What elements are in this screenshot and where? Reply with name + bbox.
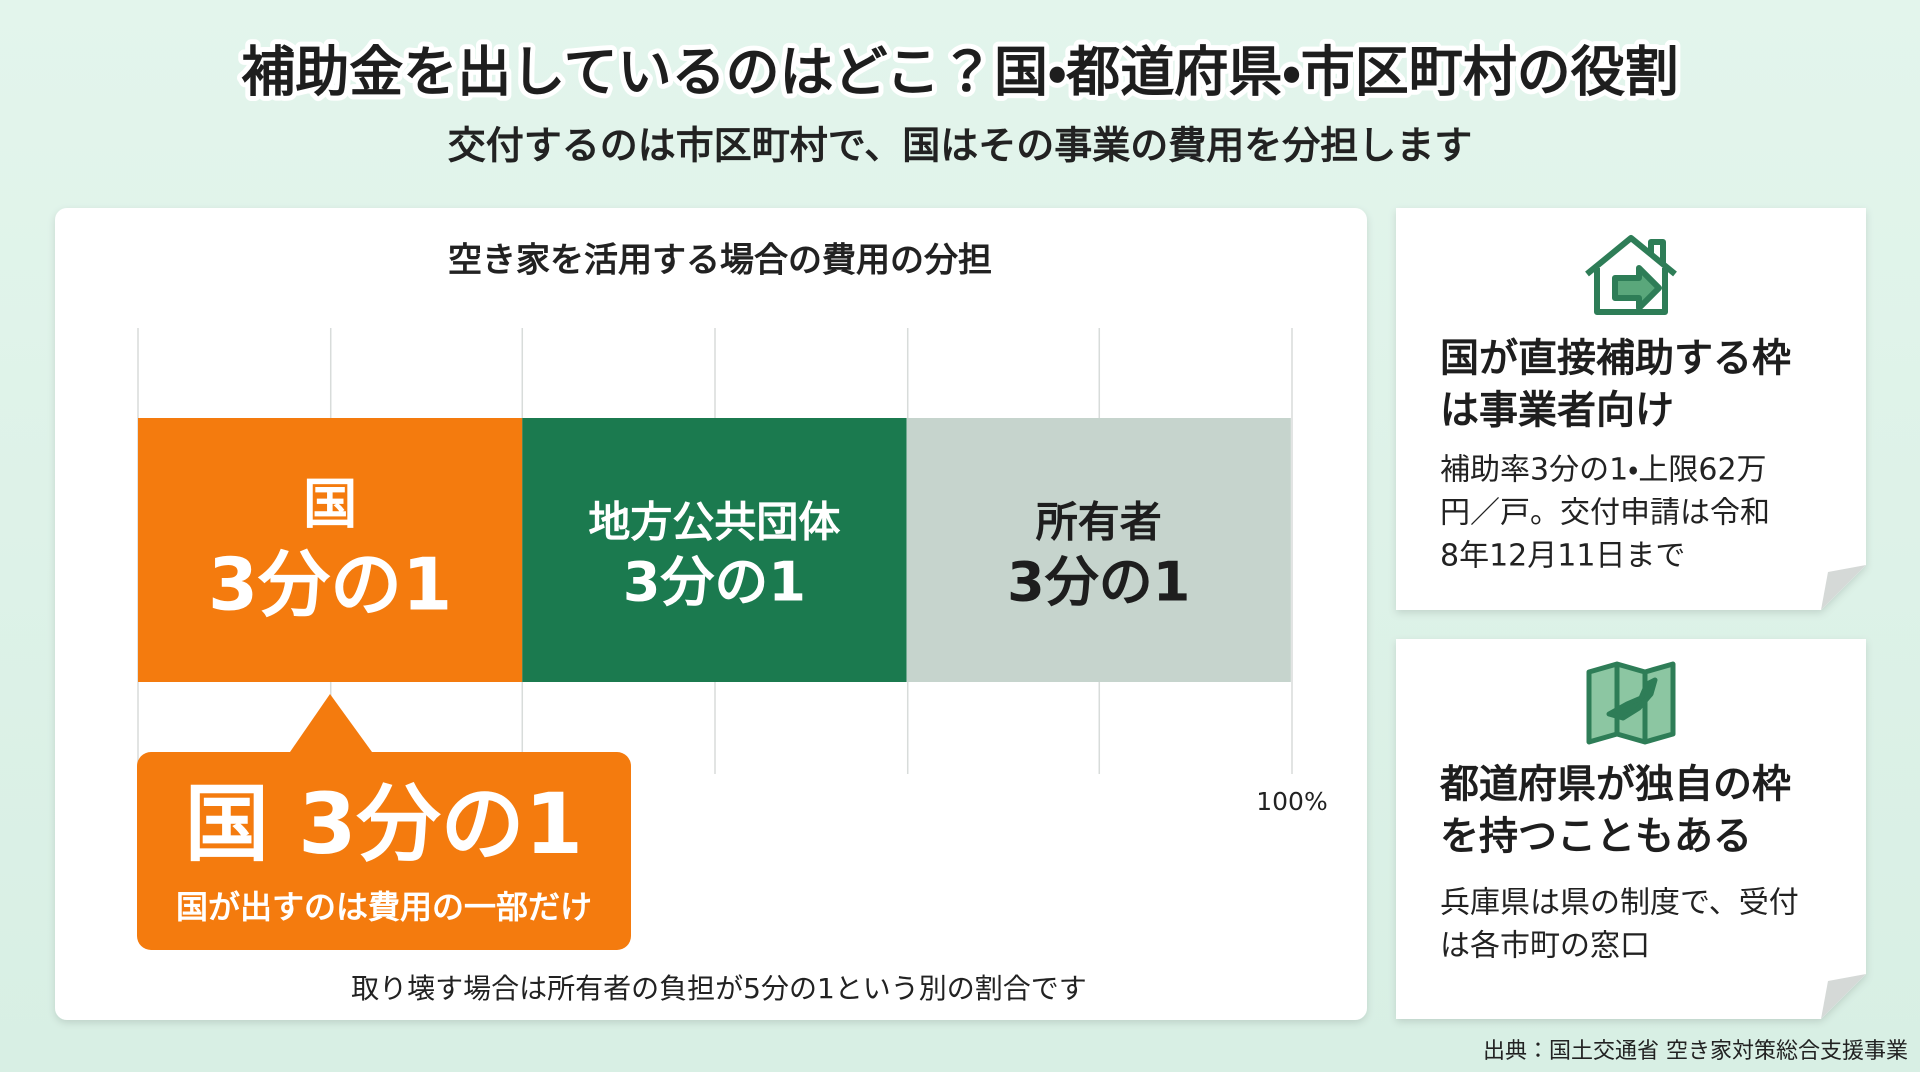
card-body: 補助率3分の1・上限62万 [1440,453,1767,488]
bar-segment [522,418,907,682]
card [1396,639,1866,1019]
card-body: 8年12月11日まで [1440,539,1685,574]
callout-box [137,752,631,950]
callout: 国 3分の1 国が出すのは費用の一部だけ [137,694,631,950]
bar-segment [138,418,523,682]
segment-name: 国 [303,473,357,536]
card-body: は各市町の窓口 [1440,929,1650,964]
bar-segment [906,418,1291,682]
callout-title: 国 3分の1 [185,775,583,873]
page-subtitle: 交付するのは市区町村で、国はその事業の費用を分担します [448,124,1472,168]
card-body: 兵庫県は県の制度で、受付 [1440,886,1799,921]
card-heading: 国が直接補助する枠 [1440,337,1791,382]
page-title: 補助金を出しているのはどこ？国・都道府県・市区町村の役割 [241,41,1678,104]
card-fold [1821,974,1866,1019]
footnote: 取り壊す場合は所有者の負担が5分の1という別の割合です [351,972,1087,1005]
house-icon [1585,235,1677,315]
segment-name: 所有者 [1035,498,1162,547]
source: 出典：国土交通省 空き家対策総合支援事業 [1483,1039,1908,1064]
card-paper [1396,639,1866,1019]
card-heading: は事業者向け [1440,389,1674,434]
card-paper [1396,208,1866,610]
segment-label: 3分の1 [1007,551,1190,614]
chart-title: 空き家を活用する場合の費用の分担 [448,241,992,281]
segment-name: 地方公共団体 [588,498,840,547]
callout-pointer [290,694,372,752]
x-tick-label: 100% [1256,787,1327,816]
card-heading: を持つこともある [1440,815,1752,860]
map-icon [1586,661,1676,745]
card [1396,208,1866,610]
segment-label: 3分の1 [623,551,806,614]
card-fold [1821,565,1866,610]
card-heading: 都道府県が独自の枠 [1439,763,1791,808]
callout-note: 国が出すのは費用の一部だけ [176,888,592,926]
card-body: 円／戸。交付申請は令和 [1440,496,1770,531]
segment-label: 3分の1 [208,543,452,627]
